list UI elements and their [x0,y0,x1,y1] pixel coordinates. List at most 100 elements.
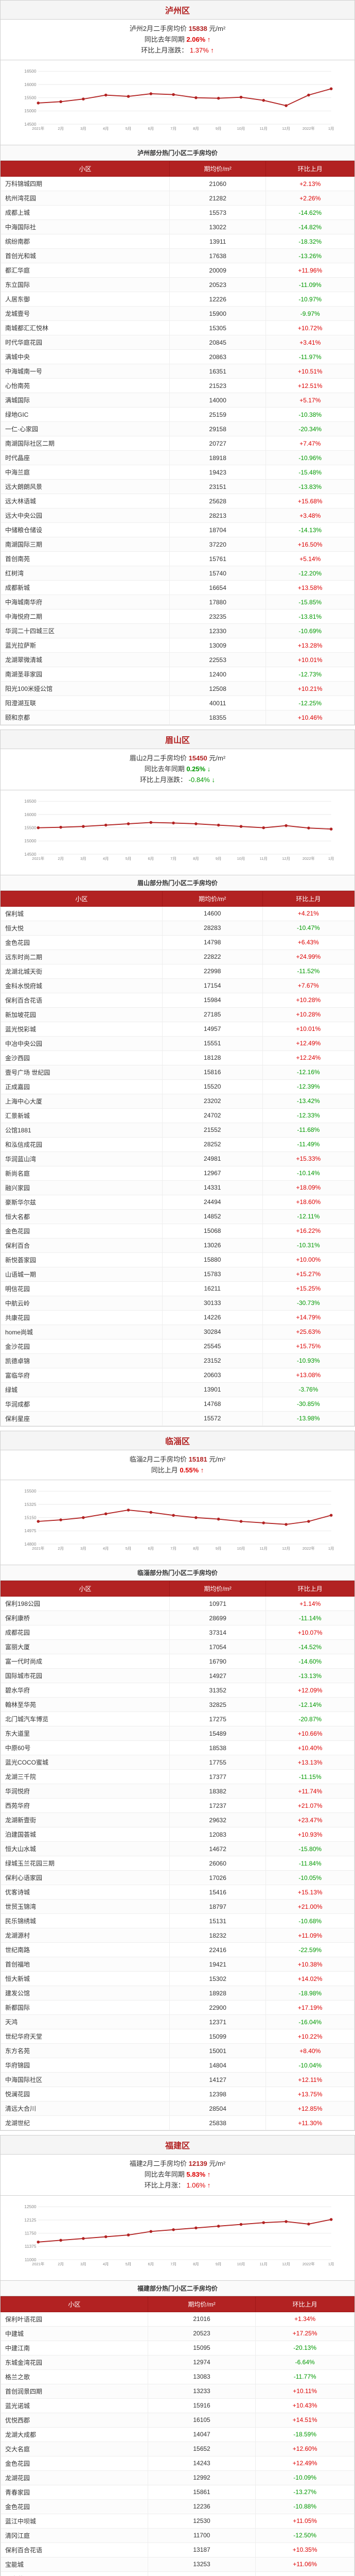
cell-delta: -11.84% [266,1856,354,1871]
cell-name: 首创南苑 [1,552,170,566]
svg-text:4月: 4月 [103,127,109,131]
cell-name: 中海国际社 [1,220,170,234]
cell-delta: +10.21% [266,682,354,696]
svg-text:5月: 5月 [126,127,132,131]
svg-text:11月: 11月 [260,1547,268,1551]
col-header: 小区 [1,161,170,177]
cell-price: 16654 [169,581,266,595]
cell-delta: -30.73% [262,1296,354,1310]
svg-text:2022年: 2022年 [303,126,315,131]
cell-delta: -10.00% [256,2571,354,2576]
cell-name: 龙湖源村 [1,1928,170,1943]
svg-text:11375: 11375 [25,2244,37,2249]
table-row: 上海中心大厦23202-13.42% [1,1094,354,1108]
table-row: 华府锦园14804-10.04% [1,2058,354,2073]
cell-delta: -13.26% [266,249,354,263]
cell-name: 南城都汇汇悦林 [1,321,170,335]
district-header: 临淄区 [0,1431,355,1450]
cell-price: 25838 [169,2116,266,2130]
cell-name: 绿地GIC [1,408,170,422]
price-table-wrap: 泸州部分热门小区二手房均价小区期均价/m²环比上月万科锦城四期21060+2.1… [0,145,355,725]
cell-price: 15551 [162,1036,262,1050]
cell-name: 南湖圣菲家园 [1,667,170,682]
table-row: 颐和京都18355+10.46% [1,710,354,725]
cell-name: 中建城 [1,2326,148,2341]
district-section: 眉山区眉山2月二手房均价 15450 元/m²同比去年同期 0.25% ↓环比上… [0,730,355,1426]
cell-price: 22900 [169,2001,266,2015]
cell-price: 37314 [169,1625,266,1640]
svg-text:16500: 16500 [24,69,37,74]
cell-name: 公馆1881 [1,1123,163,1137]
table-row: 东方名苑15001+8.40% [1,2044,354,2058]
cell-delta: +16.22% [262,1224,354,1238]
table-row: 龙湖三千院17377-11.15% [1,1770,354,1784]
cell-name: 富一代时尚成 [1,1654,170,1669]
cell-name: 首创福地 [1,1957,170,1972]
summary-line-3: 环比上月涨跌： 1.37% ↑ [3,45,352,56]
table-row: 富临华府20603+13.08% [1,1368,354,1382]
cell-name: 融兴家园 [1,1180,163,1195]
table-row: 悦澜花园12398+13.75% [1,2087,354,2102]
cell-delta: -13.27% [256,2485,354,2499]
table-row: 保利心语家园17026-10.05% [1,1871,354,1885]
cell-price: 31352 [169,1683,266,1698]
table-row: 优悦西郡16105+14.51% [1,2413,354,2427]
cell-name: 华府锦园 [1,2058,170,2073]
cell-price: 12400 [169,667,266,682]
cell-name: 龙湖三千院 [1,1770,170,1784]
svg-text:15000: 15000 [24,838,37,843]
cell-name: 华润成都 [1,1397,163,1411]
cell-price: 14243 [148,2456,256,2470]
table-row: 绿地GIC25159-10.38% [1,408,354,422]
cell-name: 富丽大厦 [1,1640,170,1654]
table-row: 南湖国际社区二期20727+7.47% [1,436,354,451]
cell-delta: -3.76% [262,1382,354,1397]
cell-name: 新尚名庭 [1,1166,163,1180]
cell-delta: +10.46% [266,710,354,725]
cell-delta: +14.51% [256,2413,354,2427]
table-row: 蓝江中坝城12530+11.05% [1,2514,354,2528]
svg-text:15500: 15500 [24,95,37,100]
cell-name: 中储粮仓储设 [1,523,170,537]
cell-name: 一仁·心家园 [1,422,170,436]
cell-price: 15740 [169,566,266,581]
summary-line-2: 同比去年同期 5.83% ↑ [3,2170,352,2180]
table-row: 碧水华府31352+12.09% [1,1683,354,1698]
cell-price: 15816 [162,1065,262,1079]
cell-name: 保利百合花语 [1,993,163,1007]
table-row: 蓝光诺城15916+10.43% [1,2398,354,2413]
table-row: 恒大悦28283-10.47% [1,921,354,935]
trend-chart: 16500160001550015000145002021年2月3月4月5月6月… [0,60,355,145]
cell-delta: -13.98% [262,1411,354,1426]
table-row: 融兴家园14331+18.09% [1,1180,354,1195]
svg-text:2月: 2月 [58,127,64,131]
svg-text:9月: 9月 [216,856,222,861]
cell-delta: -12.73% [266,667,354,682]
cell-delta: +2.26% [266,191,354,206]
table-row: 新尚名庭12967-10.14% [1,1166,354,1180]
svg-text:6月: 6月 [148,2262,154,2266]
cell-name: 龙湖花园 [1,2470,148,2485]
cell-price: 14672 [169,1842,266,1856]
table-row: 成都花园37314+10.07% [1,1625,354,1640]
cell-price: 30284 [162,1325,262,1339]
cell-name: 清冈江庭 [1,2528,148,2543]
cell-name: 绿城玉兰花园三期 [1,1856,170,1871]
table-row: 东立国际20523-11.09% [1,278,354,292]
table-row: 万科锦城四期21060+2.13% [1,177,354,191]
cell-price: 18382 [169,1784,266,1799]
cell-name: 建发公馆 [1,1986,170,2001]
cell-price: 13022 [169,220,266,234]
cell-delta: -30.85% [262,1397,354,1411]
svg-text:12月: 12月 [282,2262,290,2266]
table-row: 中海城南华府17880-15.85% [1,595,354,609]
table-row: 蜀南花园11700-10.00% [1,2571,354,2576]
cell-price: 28252 [162,1137,262,1151]
cell-name: 山语城一期 [1,1267,163,1281]
cell-delta: -13.42% [262,1094,354,1108]
cell-delta: +10.66% [266,1726,354,1741]
district-name: 泸州区 [1,4,354,16]
price-table: 小区期均价/m²环比上月保利叶语花园21016+1.34%中建城20523+17… [1,2296,354,2576]
cell-name: 中海国际社区 [1,2073,170,2087]
cell-price: 15489 [169,1726,266,1741]
